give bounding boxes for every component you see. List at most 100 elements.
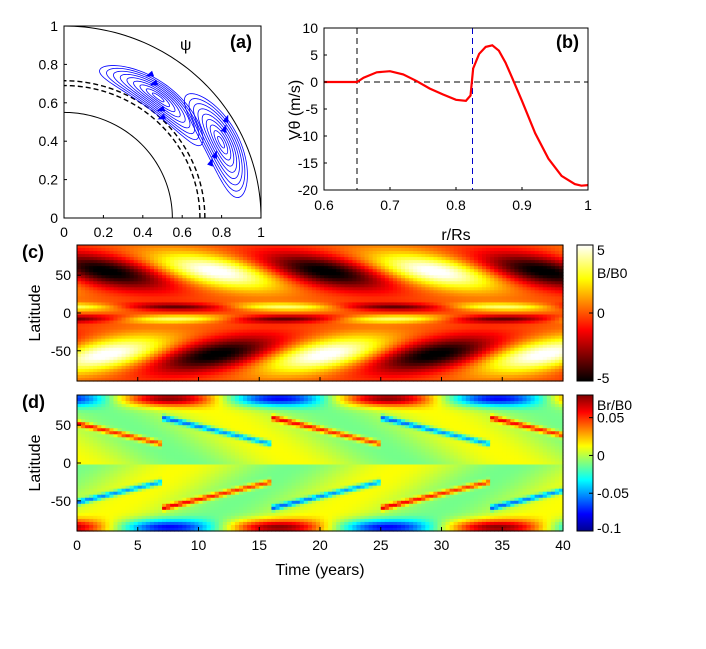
heatmap-cell bbox=[457, 290, 463, 294]
heatmap-cell bbox=[409, 266, 414, 270]
heatmap-cell bbox=[137, 251, 143, 255]
heatmap-cell bbox=[283, 245, 289, 249]
heatmap-cell bbox=[324, 269, 329, 273]
heatmap-cell bbox=[384, 287, 390, 291]
heatmap-cell bbox=[113, 257, 119, 261]
velocity-line bbox=[324, 44, 588, 187]
heatmap-cell bbox=[133, 293, 139, 297]
heatmap-cell bbox=[251, 260, 256, 264]
heatmap-cell bbox=[105, 293, 110, 297]
heatmap-cell bbox=[490, 269, 495, 273]
heatmap-cell bbox=[490, 260, 495, 264]
heatmap-cell bbox=[413, 257, 418, 261]
heatmap-cell bbox=[514, 263, 520, 267]
heatmap-cell bbox=[396, 251, 402, 255]
heatmap-cell bbox=[247, 254, 252, 258]
heatmap-cell bbox=[344, 275, 349, 279]
heatmap-cell bbox=[352, 275, 358, 279]
heatmap-cell bbox=[89, 251, 94, 255]
heatmap-cell bbox=[518, 293, 524, 297]
heatmap-cell bbox=[482, 293, 487, 297]
heatmap-cell bbox=[247, 266, 252, 270]
heatmap-cell bbox=[267, 245, 272, 249]
heatmap-cell bbox=[85, 251, 90, 255]
heatmap-cell bbox=[174, 251, 179, 255]
heatmap-cell bbox=[348, 284, 353, 288]
heatmap-cell bbox=[510, 281, 515, 285]
heatmap-cell bbox=[303, 260, 309, 264]
heatmap-cell bbox=[360, 257, 366, 261]
heatmap-cell bbox=[348, 245, 353, 249]
core-arc bbox=[64, 111, 173, 218]
heatmap-cell bbox=[490, 281, 495, 285]
heatmap-cell bbox=[93, 296, 98, 300]
heatmap-cell bbox=[368, 266, 374, 270]
heatmap-cell bbox=[162, 293, 167, 297]
heatmap-cell bbox=[271, 293, 277, 297]
heatmap-cell bbox=[291, 278, 297, 282]
heatmap-cell bbox=[295, 284, 301, 288]
heatmap-cell bbox=[81, 287, 86, 291]
heatmap-cell bbox=[291, 287, 297, 291]
heatmap-cell bbox=[283, 257, 289, 261]
heatmap-cell bbox=[490, 248, 495, 252]
heatmap-cell bbox=[376, 278, 382, 282]
heatmap-cell bbox=[247, 281, 252, 285]
heatmap-cell bbox=[263, 254, 268, 258]
heatmap-cell bbox=[230, 281, 236, 285]
heatmap-cell bbox=[558, 263, 564, 267]
heatmap-cell bbox=[332, 293, 337, 297]
heatmap-cell bbox=[141, 251, 147, 255]
heatmap-cell bbox=[89, 272, 94, 276]
heatmap-cell bbox=[170, 281, 175, 285]
heatmap-cell bbox=[97, 257, 102, 261]
heatmap-cell bbox=[234, 281, 240, 285]
heatmap-cell bbox=[291, 269, 297, 273]
heatmap-cell bbox=[344, 293, 349, 297]
heatmap-cell bbox=[158, 278, 163, 282]
heatmap-cell bbox=[368, 275, 374, 279]
heatmap-cell bbox=[486, 272, 491, 276]
heatmap-cell bbox=[506, 254, 511, 258]
heatmap-cell bbox=[348, 257, 353, 261]
heatmap-cell bbox=[554, 293, 560, 297]
heatmap-cell bbox=[315, 281, 321, 285]
heatmap-cell bbox=[465, 269, 471, 273]
heatmap-cell bbox=[534, 254, 540, 258]
heatmap-cell bbox=[279, 263, 285, 267]
heatmap-cell bbox=[514, 287, 520, 291]
heatmap-cell bbox=[133, 287, 139, 291]
heatmap-cell bbox=[263, 284, 268, 288]
heatmap-cell bbox=[186, 287, 191, 291]
heatmap-cell bbox=[194, 248, 200, 252]
heatmap-cell bbox=[299, 275, 305, 279]
heatmap-cell bbox=[453, 281, 459, 285]
heatmap-cell bbox=[97, 293, 102, 297]
heatmap-cell bbox=[311, 269, 317, 273]
heatmap-cell bbox=[324, 287, 329, 291]
heatmap-cell bbox=[105, 284, 110, 288]
heatmap-cell bbox=[178, 269, 183, 273]
heatmap-cell bbox=[332, 263, 337, 267]
heatmap-cell bbox=[486, 245, 491, 249]
heatmap-cell bbox=[360, 281, 366, 285]
heatmap-cell bbox=[449, 251, 455, 255]
heatmap-cell bbox=[348, 260, 353, 264]
heatmap-cell bbox=[388, 263, 394, 267]
heatmap-cell bbox=[340, 266, 345, 270]
heatmap-cell bbox=[174, 275, 179, 279]
heatmap-cell bbox=[198, 257, 204, 261]
heatmap-cell bbox=[324, 260, 329, 264]
heatmap-cell bbox=[388, 293, 394, 297]
heatmap-cell bbox=[510, 275, 515, 279]
heatmap-cell bbox=[251, 284, 256, 288]
heatmap-cell bbox=[514, 272, 520, 276]
heatmap-cell bbox=[352, 281, 358, 285]
heatmap-cell bbox=[530, 269, 536, 273]
heatmap-cell bbox=[526, 293, 532, 297]
heatmap-cell bbox=[206, 260, 212, 264]
heatmap-cell bbox=[518, 254, 524, 258]
heatmap-cell bbox=[275, 272, 281, 276]
heatmap-cell bbox=[384, 278, 390, 282]
